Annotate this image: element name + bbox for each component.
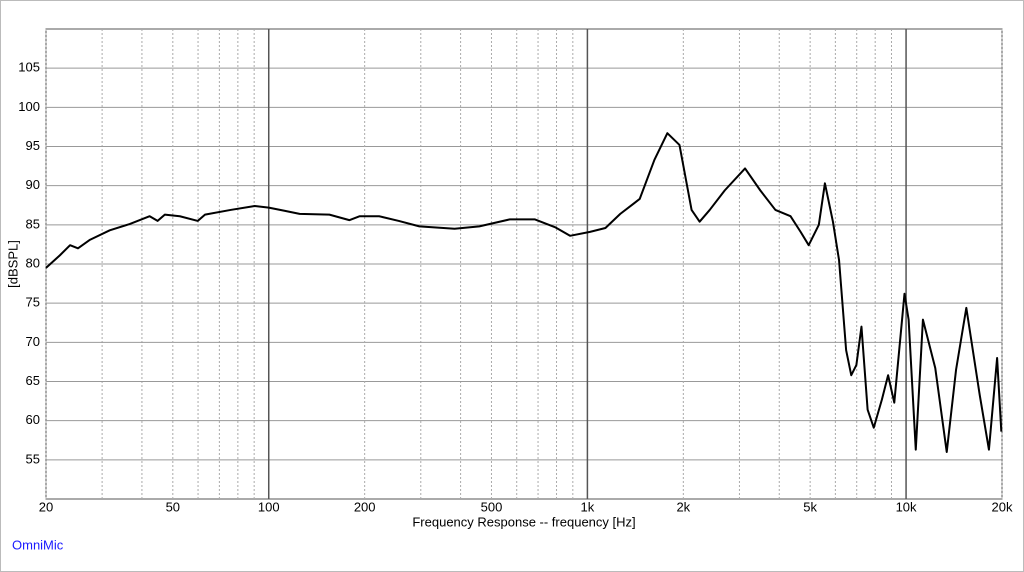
y-tick-label: 70 <box>26 334 40 349</box>
x-tick-label: 500 <box>481 499 503 514</box>
y-tick-label: 85 <box>26 216 40 231</box>
y-tick-label: 65 <box>26 373 40 388</box>
x-tick-label: 10k <box>896 499 917 514</box>
y-tick-label: 90 <box>26 177 40 192</box>
x-tick-label: 50 <box>166 499 180 514</box>
response-line <box>45 132 1003 453</box>
y-tick-label: 80 <box>26 255 40 270</box>
x-tick-label: 200 <box>354 499 376 514</box>
y-tick-label: 55 <box>26 451 40 466</box>
x-tick-label: 5k <box>803 499 817 514</box>
y-tick-label: 95 <box>26 138 40 153</box>
y-axis-label: [dBSPL] <box>5 240 20 288</box>
x-tick-label: 100 <box>258 499 280 514</box>
x-tick-label: 20k <box>992 499 1013 514</box>
watermark: OmniMic <box>12 537 64 552</box>
y-tick-label: 60 <box>26 412 40 427</box>
x-tick-label: 1k <box>581 499 595 514</box>
x-tick-label: 2k <box>676 499 690 514</box>
x-axis-label: Frequency Response -- frequency [Hz] <box>412 514 635 529</box>
y-tick-label: 105 <box>18 60 40 75</box>
y-tick-label: 75 <box>26 295 40 310</box>
y-tick-label: 100 <box>18 99 40 114</box>
x-tick-label: 20 <box>39 499 53 514</box>
